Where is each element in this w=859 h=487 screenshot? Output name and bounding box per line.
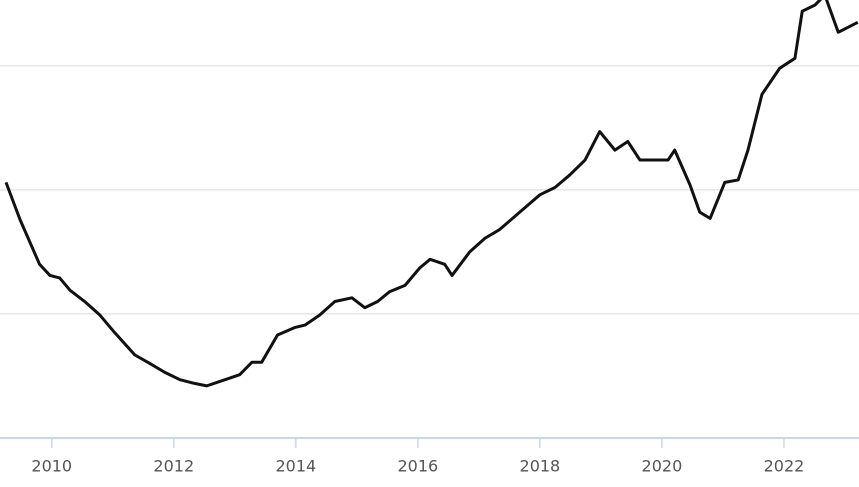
x-tick-label: 2014 (275, 457, 316, 476)
plot-area (4, 0, 859, 388)
x-tick-label: 2022 (764, 457, 805, 476)
x-tick-label: 2010 (31, 457, 72, 476)
x-tick-label: 2020 (642, 457, 683, 476)
x-tick-label: 2012 (153, 457, 194, 476)
line (4, 0, 859, 388)
x-tick-label: 2018 (520, 457, 561, 476)
x-tick-label: 2016 (397, 457, 438, 476)
